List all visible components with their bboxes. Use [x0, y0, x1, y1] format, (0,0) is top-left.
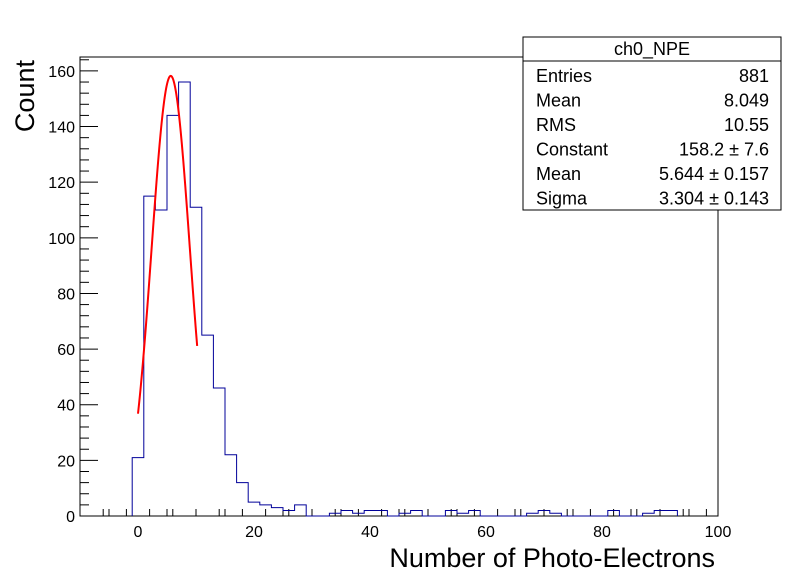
- x-tick-label: 40: [361, 524, 379, 541]
- stats-row-label: Mean: [536, 91, 581, 111]
- stats-row-label: RMS: [536, 115, 576, 135]
- stats-row-value: 8.049: [724, 91, 769, 111]
- y-tick-label: 80: [57, 286, 75, 303]
- stats-row-value: 3.304 ± 0.143: [659, 189, 769, 209]
- stats-row-value: 881: [739, 66, 769, 86]
- stats-row-label: Mean: [536, 164, 581, 184]
- x-tick-label: 60: [477, 524, 495, 541]
- x-tick-label: 100: [705, 524, 732, 541]
- y-tick-label: 0: [66, 509, 75, 526]
- stats-box-frame: [522, 36, 782, 211]
- stats-row-label: Sigma: [536, 189, 588, 209]
- x-axis: 0 20 40 60 80 100: [102, 509, 732, 541]
- x-tick-label: 20: [245, 524, 263, 541]
- y-tick-label: 100: [48, 231, 75, 248]
- stats-row-value: 10.55: [724, 115, 769, 135]
- stats-row-label: Entries: [536, 66, 592, 86]
- y-tick-label: 160: [48, 64, 75, 81]
- y-tick-label: 20: [57, 453, 75, 470]
- x-tick-label: 80: [593, 524, 611, 541]
- y-tick-label: 40: [57, 398, 75, 415]
- y-tick-label: 140: [48, 120, 75, 137]
- x-tick-label: 0: [134, 524, 143, 541]
- gaussian-fit-curve: [137, 74, 199, 414]
- y-tick-label: 120: [48, 175, 75, 192]
- histogram-series: [131, 81, 678, 517]
- y-axis-title: Count: [10, 60, 40, 133]
- x-axis-title: Number of Photo-Electrons: [389, 543, 715, 573]
- stats-row-value: 5.644 ± 0.157: [659, 164, 769, 184]
- y-tick-label: 60: [57, 342, 75, 359]
- stats-box-title: ch0_NPE: [614, 39, 690, 60]
- stats-box: ch0_NPE Entries 881 Mean 8.049 RMS 10.55 Const…: [522, 36, 782, 211]
- y-axis: 0 20 40 60 80 100 120 140 160: [48, 59, 98, 526]
- stats-row-label: Constant: [536, 140, 608, 160]
- stats-row-value: 158.2 ± 7.6: [679, 140, 769, 160]
